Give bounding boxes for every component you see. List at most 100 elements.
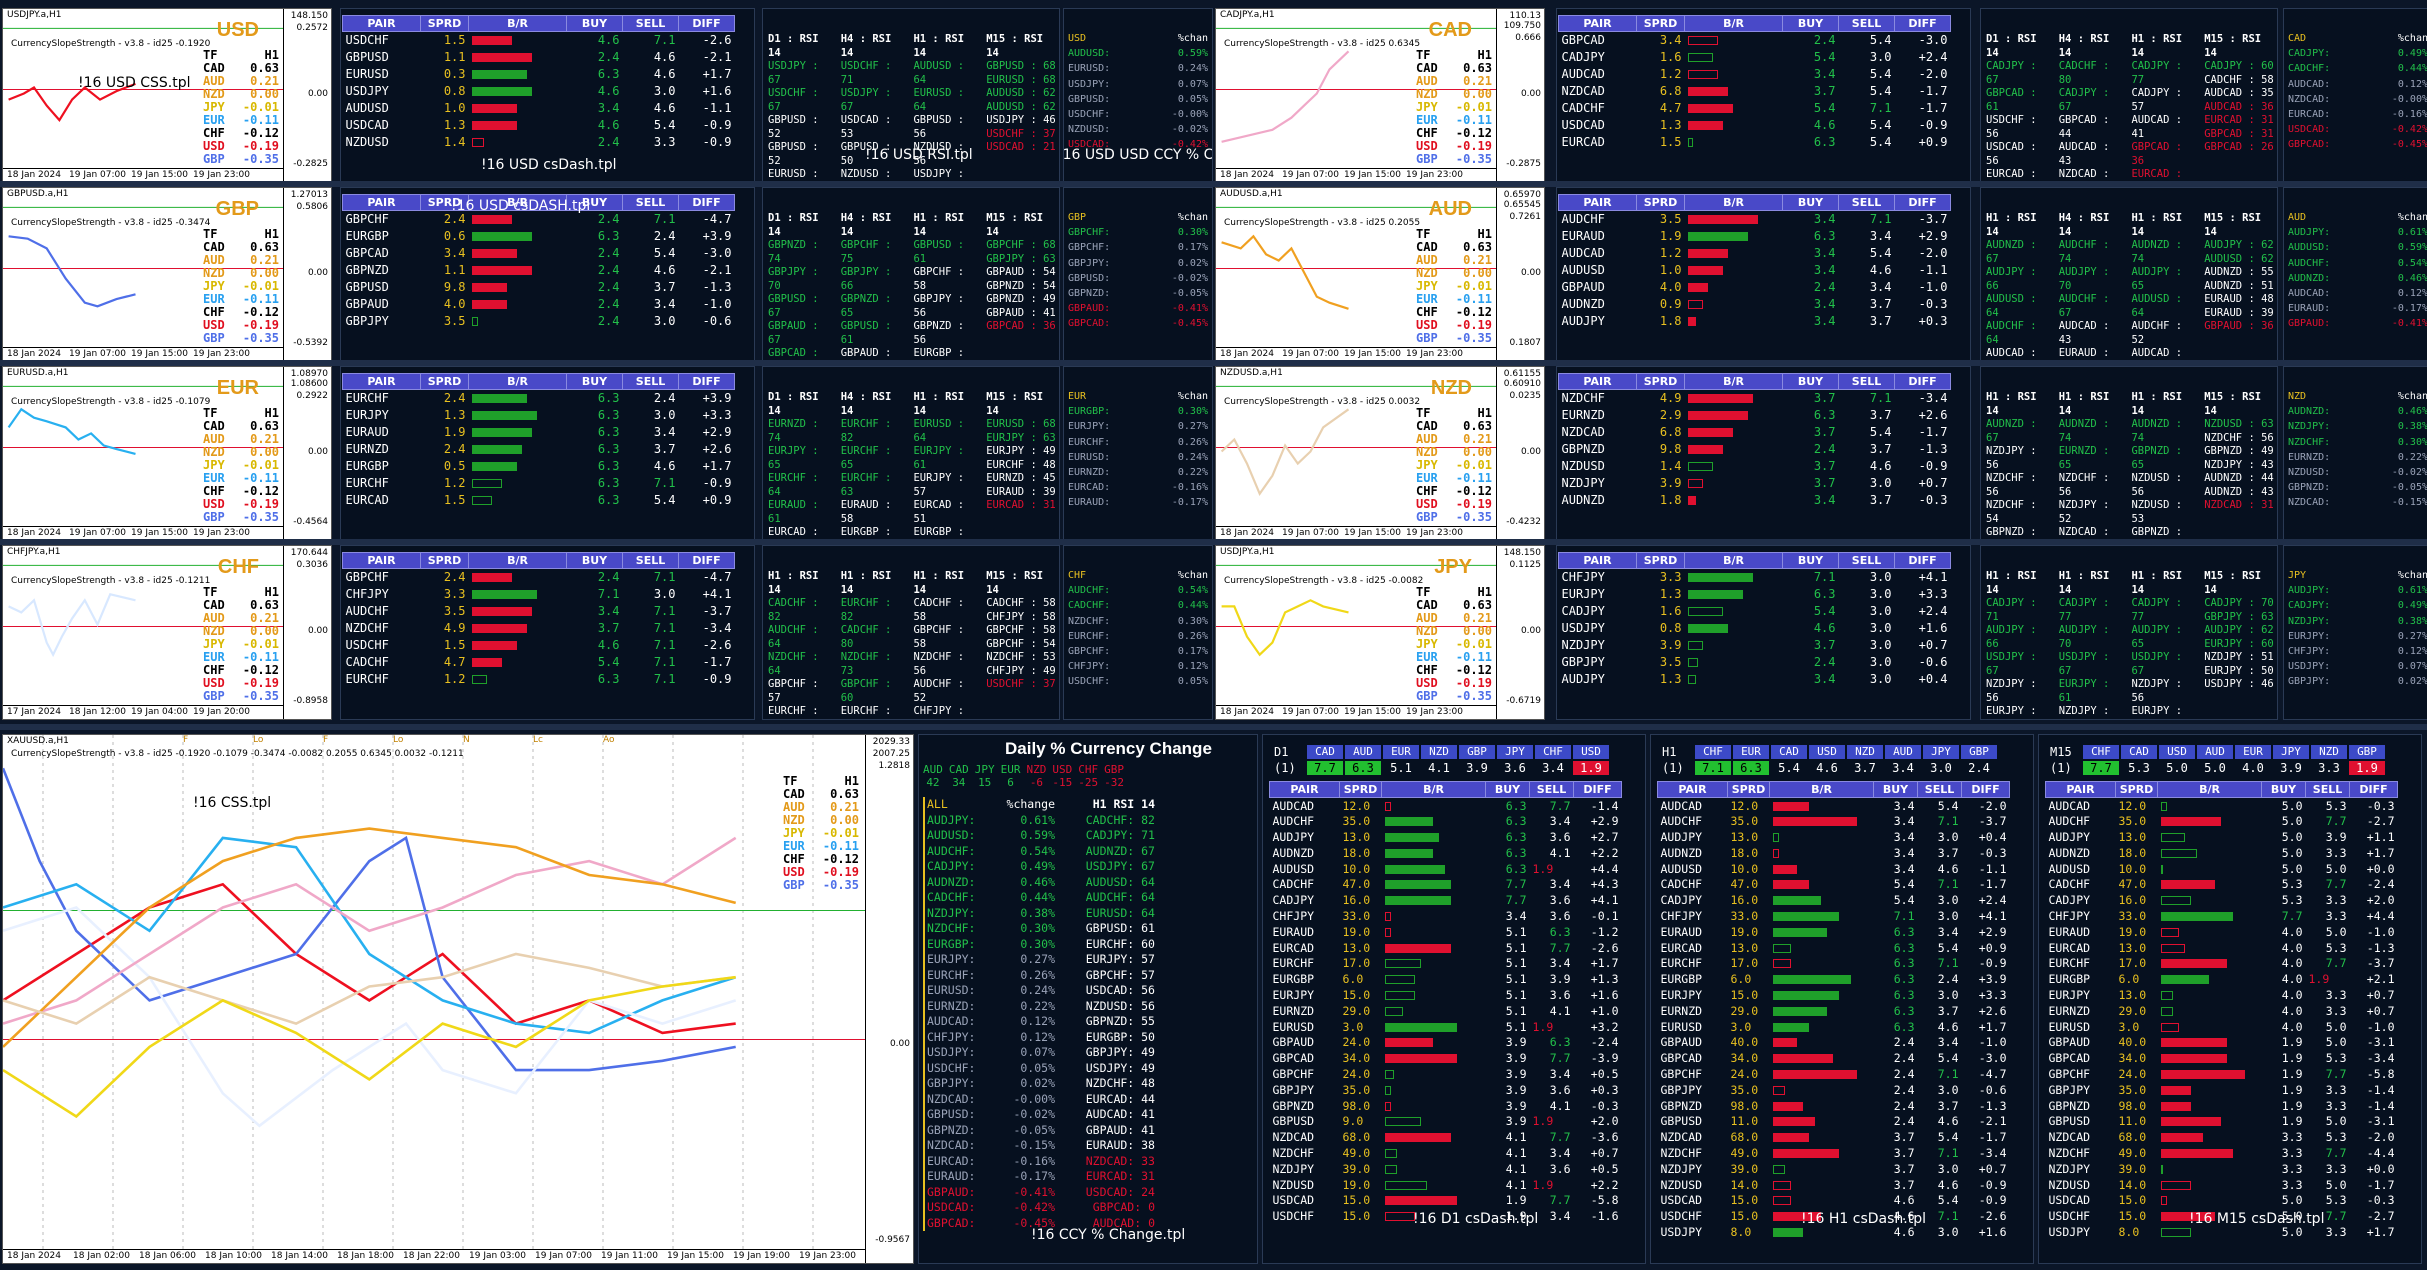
table-row[interactable]: GBPJPY 35.0 2.4 3.0 -0.6 bbox=[1660, 1082, 2007, 1097]
table-row[interactable]: AUDJPY 1.3 3.4 3.0 +0.4 bbox=[1561, 672, 1948, 686]
column-header[interactable]: SELL bbox=[1838, 194, 1895, 211]
table-row[interactable]: GBPCAD 34.0 2.4 5.4 -3.0 bbox=[1660, 1051, 2007, 1066]
table-row[interactable]: AUDCHF 35.0 6.3 3.4 +2.9 bbox=[1272, 814, 1619, 829]
table-row[interactable]: EURCHF 2.4 6.3 2.4 +3.9 bbox=[345, 391, 732, 406]
table-row[interactable]: CHFJPY 33.0 3.4 3.6 -0.1 bbox=[1272, 908, 1619, 923]
column-header[interactable]: PAIR bbox=[2045, 781, 2116, 798]
table-row[interactable]: EURJPY 15.0 6.3 3.0 +3.3 bbox=[1660, 987, 2007, 1002]
table-row[interactable]: EURGBP 0.5 6.3 4.6 +1.7 bbox=[345, 459, 732, 473]
column-header[interactable]: SPRD bbox=[1636, 552, 1685, 569]
column-header[interactable]: SELL bbox=[622, 373, 679, 390]
table-row[interactable]: GBPCHF 2.4 2.4 7.1 -4.7 bbox=[345, 212, 732, 227]
table-row[interactable]: EURCAD 13.0 6.3 5.4 +0.9 bbox=[1660, 940, 2007, 955]
table-row[interactable]: EURAUD 19.0 5.1 6.3 -1.2 bbox=[1272, 924, 1619, 939]
column-header[interactable]: SELL bbox=[1838, 15, 1895, 32]
table-row[interactable]: NZDCAD 68.0 3.7 5.4 -1.7 bbox=[1660, 1130, 2007, 1145]
column-header[interactable]: SPRD bbox=[420, 552, 469, 569]
table-row[interactable]: GBPNZD 98.0 2.4 3.7 -1.3 bbox=[1660, 1098, 2007, 1113]
column-header[interactable]: PAIR bbox=[1657, 781, 1728, 798]
table-row[interactable]: EURUSD 3.0 6.3 4.6 +1.7 bbox=[1660, 1019, 2007, 1034]
table-row[interactable]: AUDJPY 13.0 3.4 3.0 +0.4 bbox=[1660, 829, 2007, 844]
table-row[interactable]: EURCHF 17.0 6.3 7.1 -0.9 bbox=[1660, 956, 2007, 971]
column-header[interactable]: SPRD bbox=[2115, 781, 2158, 798]
table-row[interactable]: GBPCHF 2.4 2.4 7.1 -4.7 bbox=[345, 570, 732, 585]
column-header[interactable]: PAIR bbox=[342, 373, 421, 390]
table-row[interactable]: GBPCAD 34.0 1.9 5.3 -3.4 bbox=[2048, 1051, 2395, 1066]
table-row[interactable]: EURGBP 6.0 5.1 3.9 +1.3 bbox=[1272, 972, 1619, 987]
table-row[interactable]: EURUSD 3.0 4.0 5.0 -1.0 bbox=[2048, 1019, 2395, 1034]
table-row[interactable]: CADJPY 16.0 5.3 3.3 +2.0 bbox=[2048, 893, 2395, 908]
table-row[interactable]: CHFJPY 3.3 7.1 3.0 +4.1 bbox=[1561, 570, 1948, 585]
table-row[interactable]: AUDCAD 12.0 3.4 5.4 -2.0 bbox=[1660, 798, 2007, 813]
table-row[interactable]: NZDJPY 39.0 3.3 3.3 +0.0 bbox=[2048, 1161, 2395, 1176]
table-row[interactable]: EURCHF 17.0 4.0 7.7 -3.7 bbox=[2048, 956, 2395, 971]
table-row[interactable]: EURJPY 1.3 6.3 3.0 +3.3 bbox=[345, 408, 732, 422]
table-row[interactable]: EURNZD 2.4 6.3 3.7 +2.6 bbox=[345, 442, 732, 456]
table-row[interactable]: AUDNZD 18.0 5.0 3.3 +1.7 bbox=[2048, 845, 2395, 860]
table-row[interactable]: NZDUSD 19.0 4.1 1.9 +2.2 bbox=[1272, 1177, 1619, 1192]
table-row[interactable]: GBPCAD 34.0 3.9 7.7 -3.9 bbox=[1272, 1051, 1619, 1066]
table-row[interactable]: EURCHF 1.2 6.3 7.1 -0.9 bbox=[345, 672, 732, 686]
mini-chart-jpy[interactable]: USDJPY.a,H1 CurrencySlopeStrength - v3.8 … bbox=[1215, 545, 1545, 720]
column-header[interactable]: PAIR bbox=[1558, 552, 1637, 569]
table-row[interactable]: GBPJPY 35.0 1.9 3.3 -1.4 bbox=[2048, 1082, 2395, 1097]
table-row[interactable]: AUDCAD 1.2 3.4 5.4 -2.0 bbox=[1561, 67, 1948, 81]
column-header[interactable]: B/R bbox=[1381, 781, 1486, 798]
table-row[interactable]: NZDCHF 4.9 3.7 7.1 -3.4 bbox=[1561, 391, 1948, 406]
table-row[interactable]: NZDCHF 49.0 3.3 7.7 -4.4 bbox=[2048, 1145, 2395, 1160]
table-row[interactable]: GBPAUD 4.0 2.4 3.4 -1.0 bbox=[345, 297, 732, 311]
table-row[interactable]: USDCAD 15.0 1.9 7.7 -5.8 bbox=[1272, 1193, 1619, 1208]
table-row[interactable]: EURNZD 29.0 5.1 4.1 +1.0 bbox=[1272, 1003, 1619, 1018]
table-row[interactable]: AUDNZD 1.8 3.4 3.7 -0.3 bbox=[1561, 493, 1948, 507]
column-header[interactable]: B/R bbox=[468, 15, 567, 32]
table-row[interactable]: AUDCHF 3.5 3.4 7.1 -3.7 bbox=[345, 604, 732, 618]
column-header[interactable]: DIFF bbox=[678, 15, 735, 32]
column-header[interactable]: SPRD bbox=[420, 373, 469, 390]
table-row[interactable]: CADCHF 47.0 7.7 3.4 +4.3 bbox=[1272, 877, 1619, 892]
table-row[interactable]: EURAUD 19.0 4.0 5.0 -1.0 bbox=[2048, 924, 2395, 939]
table-row[interactable]: NZDUSD 1.4 2.4 3.3 -0.9 bbox=[345, 135, 732, 149]
table-row[interactable]: USDCAD 15.0 4.6 5.4 -0.9 bbox=[1660, 1193, 2007, 1208]
column-header[interactable]: SELL bbox=[1529, 781, 1574, 798]
column-header[interactable]: DIFF bbox=[678, 194, 735, 211]
table-row[interactable]: CHFJPY 33.0 7.7 3.3 +4.4 bbox=[2048, 908, 2395, 923]
column-header[interactable]: BUY bbox=[1873, 781, 1918, 798]
column-header[interactable]: SPRD bbox=[1727, 781, 1770, 798]
table-row[interactable]: AUDCHF 35.0 3.4 7.1 -3.7 bbox=[1660, 814, 2007, 829]
column-header[interactable]: B/R bbox=[468, 194, 567, 211]
table-row[interactable]: GBPNZD 9.8 2.4 3.7 -1.3 bbox=[1561, 442, 1948, 456]
table-row[interactable]: EURNZD 29.0 6.3 3.7 +2.6 bbox=[1660, 1003, 2007, 1018]
table-row[interactable]: CADJPY 16.0 5.4 3.0 +2.4 bbox=[1660, 893, 2007, 908]
table-row[interactable]: USDCHF 15.0 4.6 7.1 -2.6 bbox=[1660, 1209, 2007, 1224]
table-row[interactable]: EURCHF 17.0 5.1 3.4 +1.7 bbox=[1272, 956, 1619, 971]
mini-chart-aud[interactable]: AUDUSD.a,H1 CurrencySlopeStrength - v3.8 … bbox=[1215, 187, 1545, 362]
table-row[interactable]: AUDCAD 12.0 6.3 7.7 -1.4 bbox=[1272, 798, 1619, 813]
column-header[interactable]: DIFF bbox=[2349, 781, 2398, 798]
table-row[interactable]: NZDCHF 4.9 3.7 7.1 -3.4 bbox=[345, 621, 732, 635]
table-row[interactable]: NZDCAD 6.8 3.7 5.4 -1.7 bbox=[1561, 425, 1948, 439]
column-header[interactable]: B/R bbox=[1684, 373, 1783, 390]
table-row[interactable]: GBPUSD 9.0 3.9 1.9 +2.0 bbox=[1272, 1114, 1619, 1129]
column-header[interactable]: SELL bbox=[622, 552, 679, 569]
column-header[interactable]: SELL bbox=[622, 15, 679, 32]
column-header[interactable]: BUY bbox=[1782, 15, 1839, 32]
table-row[interactable]: USDCHF 15.0 1.9 3.4 -1.6 bbox=[1272, 1209, 1619, 1224]
column-header[interactable]: B/R bbox=[1684, 552, 1783, 569]
column-header[interactable]: DIFF bbox=[1894, 552, 1951, 569]
table-row[interactable]: CADCHF 47.0 5.3 7.7 -2.4 bbox=[2048, 877, 2395, 892]
column-header[interactable]: SELL bbox=[1838, 373, 1895, 390]
table-row[interactable]: AUDUSD 1.0 3.4 4.6 -1.1 bbox=[345, 101, 732, 115]
table-row[interactable]: EURAUD 1.9 6.3 3.4 +2.9 bbox=[1561, 229, 1948, 243]
column-header[interactable]: BUY bbox=[566, 15, 623, 32]
table-row[interactable]: CADCHF 4.7 5.4 7.1 -1.7 bbox=[1561, 101, 1948, 115]
mini-chart-chf[interactable]: CHFJPY.a,H1 CurrencySlopeStrength - v3.8 … bbox=[2, 545, 332, 720]
table-row[interactable]: USDJPY 0.8 4.6 3.0 +1.6 bbox=[1561, 621, 1948, 635]
table-row[interactable]: GBPCAD 3.4 2.4 5.4 -3.0 bbox=[1561, 33, 1948, 48]
table-row[interactable]: EURNZD 2.9 6.3 3.7 +2.6 bbox=[1561, 408, 1948, 422]
column-header[interactable]: B/R bbox=[1684, 194, 1783, 211]
column-header[interactable]: DIFF bbox=[678, 373, 735, 390]
table-row[interactable]: NZDCHF 49.0 3.7 7.1 -3.4 bbox=[1660, 1145, 2007, 1160]
column-header[interactable]: BUY bbox=[566, 373, 623, 390]
column-header[interactable]: B/R bbox=[1684, 15, 1783, 32]
table-row[interactable]: GBPAUD 24.0 3.9 6.3 -2.4 bbox=[1272, 1035, 1619, 1050]
